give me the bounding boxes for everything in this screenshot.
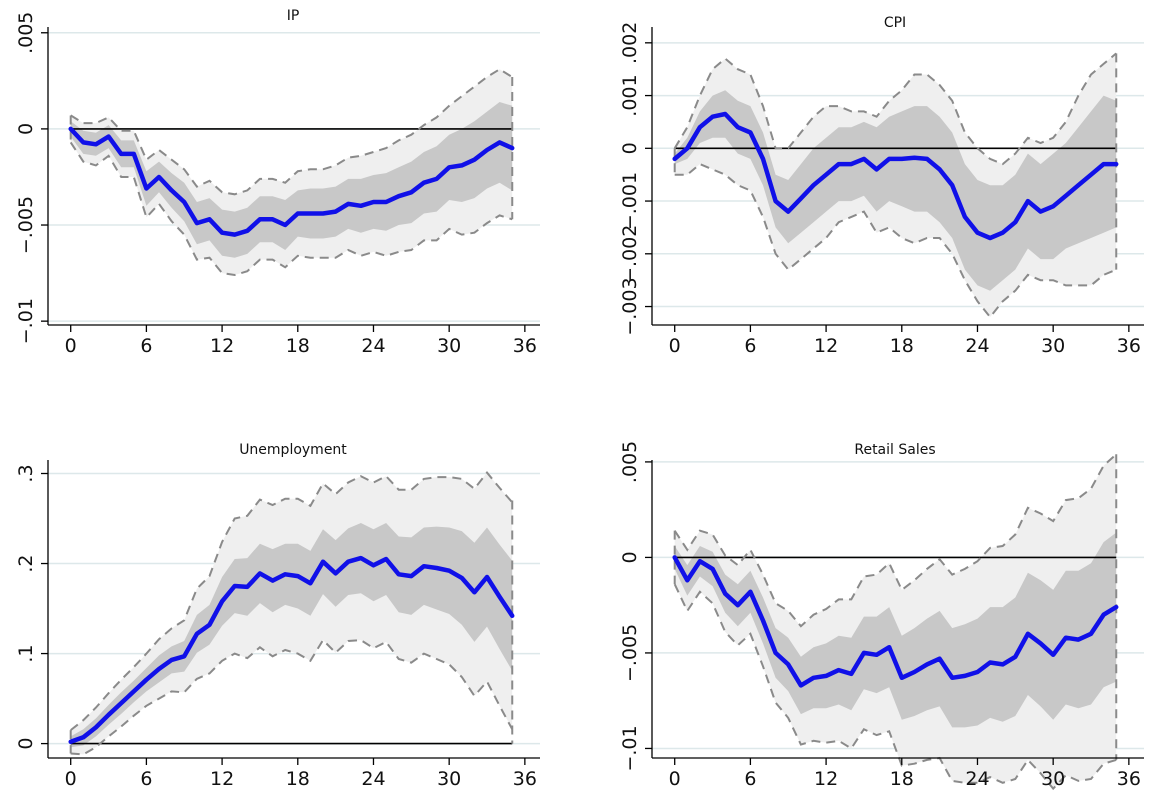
y-tick-label: 0 — [15, 738, 37, 750]
panel-title-cpi: CPI — [884, 15, 906, 31]
x-tick-label: 24 — [361, 335, 385, 357]
plot-layer: 0 6 12 18 24 30 36 .002 .001 0 −.001−.002−.003 — [619, 22, 1144, 357]
x-tick-label: 12 — [814, 768, 838, 790]
x-tick-label: 30 — [437, 335, 461, 357]
y-tick-label: −.003 — [619, 277, 641, 335]
plot-layer: 0 6 12 18 24 30 36 0 .1 .2 .3 — [15, 460, 540, 790]
inner-confidence-band — [674, 90, 1117, 291]
y-tick-label: −.005 — [619, 624, 641, 682]
y-tick-label: .2 — [15, 554, 37, 572]
panel-cpi: 0 6 12 18 24 30 36 .002 .001 0 −.001−.002−.003 CPI — [619, 15, 1144, 357]
y-tick-label: .1 — [15, 644, 37, 662]
x-tick-label: 18 — [890, 768, 914, 790]
outer-band-upper-edge — [70, 68, 513, 196]
y-tick-label: .005 — [619, 441, 641, 483]
x-tick-label: 18 — [890, 335, 914, 357]
panel-unemployment: 0 6 12 18 24 30 36 0 .1 .2 .3 Unemployment — [15, 442, 540, 790]
y-tick-label: .001 — [619, 74, 641, 116]
outer-band-upper-edge — [673, 453, 1117, 628]
y-tick-label: −.002 — [619, 225, 641, 283]
y-tick-label: −.001 — [619, 172, 641, 230]
outer-band-upper-edge — [673, 52, 1117, 166]
panel-retail-sales: 0 6 12 18 24 30 36 .005 0 −.005 −.01 Retail Sales — [619, 441, 1144, 791]
impulse-response-line — [672, 111, 1119, 241]
x-tick-label: 6 — [140, 335, 152, 357]
inner-confidence-band — [70, 102, 513, 258]
inner-confidence-band — [70, 523, 513, 748]
x-tick-label: 30 — [1041, 335, 1065, 357]
x-tick-label: 18 — [286, 335, 310, 357]
x-tick-label: 36 — [1117, 768, 1141, 790]
x-tick-label: 6 — [744, 768, 756, 790]
outer-band-lower-edge — [69, 141, 513, 277]
x-tick-label: 24 — [965, 768, 989, 790]
x-tick-label: 0 — [65, 768, 77, 790]
y-tick-label: 0 — [619, 551, 641, 563]
y-tick-label: .3 — [15, 464, 37, 482]
x-tick-label: 24 — [965, 335, 989, 357]
x-tick-label: 36 — [1117, 335, 1141, 357]
x-tick-label: 0 — [65, 335, 77, 357]
outer-band-upper-edge — [70, 470, 513, 731]
inner-confidence-band — [674, 532, 1117, 728]
plot-layer: 0 6 12 18 24 30 36 .005 0 −.005 −.01 — [15, 12, 540, 357]
x-tick-label: 24 — [361, 768, 385, 790]
outer-band-lower-edge — [673, 583, 1117, 791]
x-tick-label: 30 — [1041, 768, 1065, 790]
outer-band-lower-edge — [674, 162, 1117, 319]
x-tick-label: 36 — [513, 768, 537, 790]
panel-title-ip: IP — [287, 8, 300, 24]
outer-band-lower-edge — [70, 638, 514, 756]
x-tick-label: 12 — [210, 335, 234, 357]
x-tick-label: 12 — [814, 335, 838, 357]
x-tick-label: 0 — [669, 768, 681, 790]
panel-title-unemployment: Unemployment — [239, 442, 347, 458]
y-tick-label: 0 — [15, 123, 37, 135]
impulse-response-line — [68, 555, 515, 745]
panel-ip: 0 6 12 18 24 30 36 .005 0 −.005 −.01 IP — [15, 8, 540, 357]
y-tick-label: .005 — [15, 12, 37, 54]
y-tick-label: −.01 — [15, 298, 37, 344]
x-tick-label: 6 — [744, 335, 756, 357]
impulse-response-line — [68, 126, 515, 237]
y-tick-label: −.005 — [15, 196, 37, 254]
y-tick-label: 0 — [619, 142, 641, 154]
x-tick-label: 12 — [210, 768, 234, 790]
y-tick-label: −.01 — [619, 725, 641, 771]
impulse-response-line — [672, 555, 1119, 688]
y-tick-label: .002 — [619, 22, 641, 64]
x-tick-label: 30 — [437, 768, 461, 790]
panel-title-retail-sales: Retail Sales — [854, 442, 935, 458]
x-tick-label: 36 — [513, 335, 537, 357]
plot-layer: 0 6 12 18 24 30 36 .005 0 −.005 −.01 — [619, 441, 1144, 791]
x-tick-label: 18 — [286, 768, 310, 790]
x-tick-label: 6 — [140, 768, 152, 790]
x-tick-label: 0 — [669, 335, 681, 357]
